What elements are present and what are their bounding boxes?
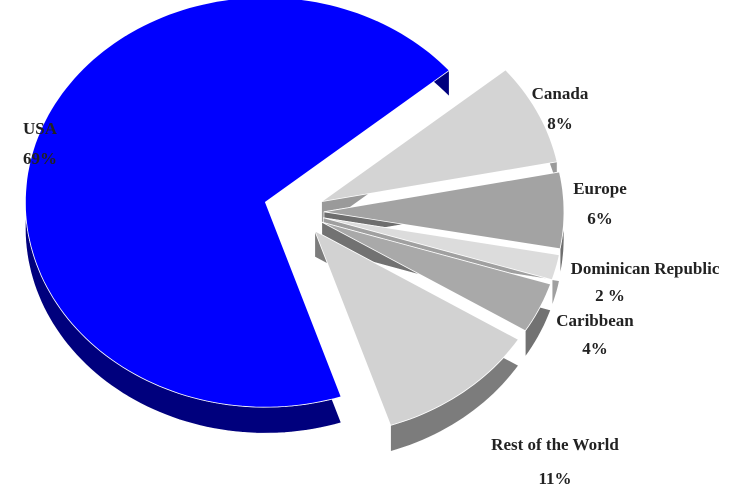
value-label: 6% (587, 209, 613, 228)
slice-label: Canada (532, 84, 589, 103)
slice-label: Europe (573, 179, 627, 198)
slice (323, 171, 565, 250)
value-label: 69% (23, 149, 57, 168)
value-label: 4% (582, 339, 608, 358)
slice (25, 0, 450, 408)
value-label: 2 % (595, 286, 625, 305)
slice-label: Rest of the World (491, 435, 619, 454)
slice-label: Caribbean (556, 311, 634, 330)
slice (321, 69, 558, 202)
slice (314, 230, 520, 426)
value-label: 8% (547, 114, 573, 133)
slice-label: Dominican Republic (571, 259, 720, 278)
slice (321, 221, 552, 332)
slice-label: USA (23, 119, 58, 138)
value-label: 11% (538, 469, 571, 488)
slice (323, 217, 560, 281)
